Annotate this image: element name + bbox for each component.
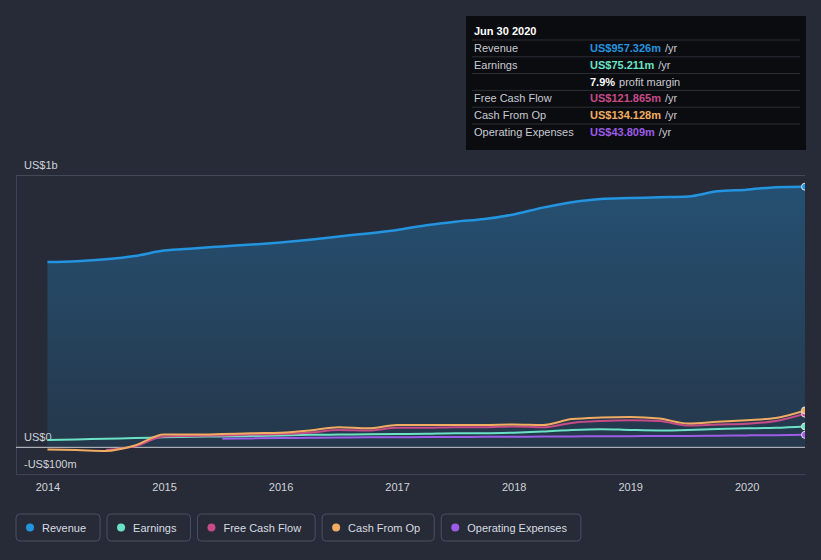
revenue-area xyxy=(47,187,805,447)
tooltip-value: US$43.809m xyxy=(590,126,655,138)
tooltip-divider xyxy=(472,107,800,108)
tooltip-divider xyxy=(472,124,800,125)
legend-label: Earnings xyxy=(133,522,177,534)
tooltip-divider xyxy=(472,40,800,41)
legend-button[interactable] xyxy=(197,514,315,541)
legend-swatch xyxy=(117,524,125,532)
tooltip-label: Free Cash Flow xyxy=(474,92,552,104)
plot-area xyxy=(47,183,805,451)
end-point xyxy=(802,183,806,190)
legend-item[interactable]: Operating Expenses xyxy=(441,514,581,541)
y-tick-label: US$1b xyxy=(24,159,58,171)
x-tick: 2020 xyxy=(735,474,759,493)
tooltip-value-row: US$43.809m/yr xyxy=(590,126,671,138)
grid-line xyxy=(16,175,805,176)
tooltip-divider xyxy=(472,73,800,74)
x-axis: 2014 2015 2016 2017 2018 2019 2020 xyxy=(17,474,806,493)
y-tick: US$1b xyxy=(16,159,805,175)
tooltip-label: Earnings xyxy=(474,59,518,71)
x-tick: 2016 xyxy=(269,474,293,493)
end-point xyxy=(802,407,806,414)
tooltip: Jun 30 2020 Revenue US$957.326m/yr Earnings… xyxy=(466,16,806,150)
x-tick-label: 2016 xyxy=(269,481,293,493)
chart: -US$100mUS$0US$1b20142015201620172018201… xyxy=(0,0,821,560)
tooltip-value: US$121.865m xyxy=(590,92,661,104)
tooltip-title: Jun 30 2020 xyxy=(474,25,536,37)
series-line xyxy=(47,410,805,451)
x-tick-label: 2019 xyxy=(618,481,642,493)
y-axis-line xyxy=(17,176,806,475)
legend-button[interactable] xyxy=(441,514,581,541)
legend-label: Free Cash Flow xyxy=(223,522,301,534)
tooltip-unit: /yr xyxy=(658,59,671,71)
y-axis: -US$100m US$0 US$1b xyxy=(16,159,805,474)
tooltip-unit: /yr xyxy=(665,42,678,54)
tooltip-value-row: 7.9% profit margin xyxy=(590,76,680,88)
x-axis-line xyxy=(17,474,806,475)
legend-swatch xyxy=(207,524,215,532)
x-tick-label: 2020 xyxy=(735,481,759,493)
end-point xyxy=(802,423,806,430)
legend-swatch xyxy=(332,524,340,532)
grid-line xyxy=(16,474,805,475)
x-tick-label: 2017 xyxy=(385,481,409,493)
tooltip-divider xyxy=(472,90,800,91)
series-line xyxy=(47,187,805,262)
x-tick: 2019 xyxy=(618,474,642,493)
tooltip-value: US$75.211m xyxy=(590,59,654,71)
legend-item[interactable]: Cash From Op xyxy=(322,514,434,541)
x-tick-label: 2018 xyxy=(502,481,526,493)
legend-swatch xyxy=(26,524,34,532)
tooltip-value-row: US$75.211m/yr xyxy=(590,59,671,71)
x-tick-label: 2014 xyxy=(36,481,60,493)
tooltip-label: Revenue xyxy=(474,42,518,54)
legend: Revenue Earnings Free Cash Flow Cash From O… xyxy=(16,514,581,541)
series-line xyxy=(222,435,805,439)
x-tick: 2018 xyxy=(502,474,526,493)
legend-item[interactable]: Earnings xyxy=(107,514,190,541)
tooltip-value-row: US$957.326m/yr xyxy=(590,42,678,54)
legend-button[interactable] xyxy=(16,514,100,541)
legend-label: Revenue xyxy=(42,522,86,534)
legend-label: Operating Expenses xyxy=(467,522,567,534)
tooltip-unit: /yr xyxy=(659,126,672,138)
legend-button[interactable] xyxy=(107,514,190,541)
tooltip-value-row: US$134.128m/yr xyxy=(590,109,678,121)
x-tick: 2017 xyxy=(385,474,409,493)
legend-label: Cash From Op xyxy=(348,522,420,534)
legend-item[interactable]: Free Cash Flow xyxy=(197,514,315,541)
tooltip-label: Cash From Op xyxy=(474,109,546,121)
tooltip-value: 7.9% xyxy=(590,76,615,88)
tooltip-divider xyxy=(472,56,800,57)
x-tick: 2014 xyxy=(36,474,60,493)
tooltip-label: Operating Expenses xyxy=(474,126,574,138)
tooltip-unit: profit margin xyxy=(619,76,680,88)
x-tick: 2015 xyxy=(152,474,176,493)
series-line xyxy=(106,414,805,450)
x-tick-label: 2015 xyxy=(152,481,176,493)
y-tick-label: US$0 xyxy=(24,431,52,443)
end-point xyxy=(802,431,806,438)
tooltip-value-row: US$121.865m/yr xyxy=(590,92,678,104)
tooltip-value: US$957.326m xyxy=(590,42,661,54)
legend-item[interactable]: Revenue xyxy=(16,514,100,541)
legend-button[interactable] xyxy=(322,514,434,541)
tooltip-unit: /yr xyxy=(665,92,678,104)
legend-swatch xyxy=(451,524,459,532)
tooltip-box xyxy=(466,16,806,150)
tooltip-value: US$134.128m xyxy=(590,109,661,121)
tooltip-unit: /yr xyxy=(665,109,678,121)
y-tick: -US$100m xyxy=(16,458,805,474)
y-tick-label: -US$100m xyxy=(24,458,77,470)
